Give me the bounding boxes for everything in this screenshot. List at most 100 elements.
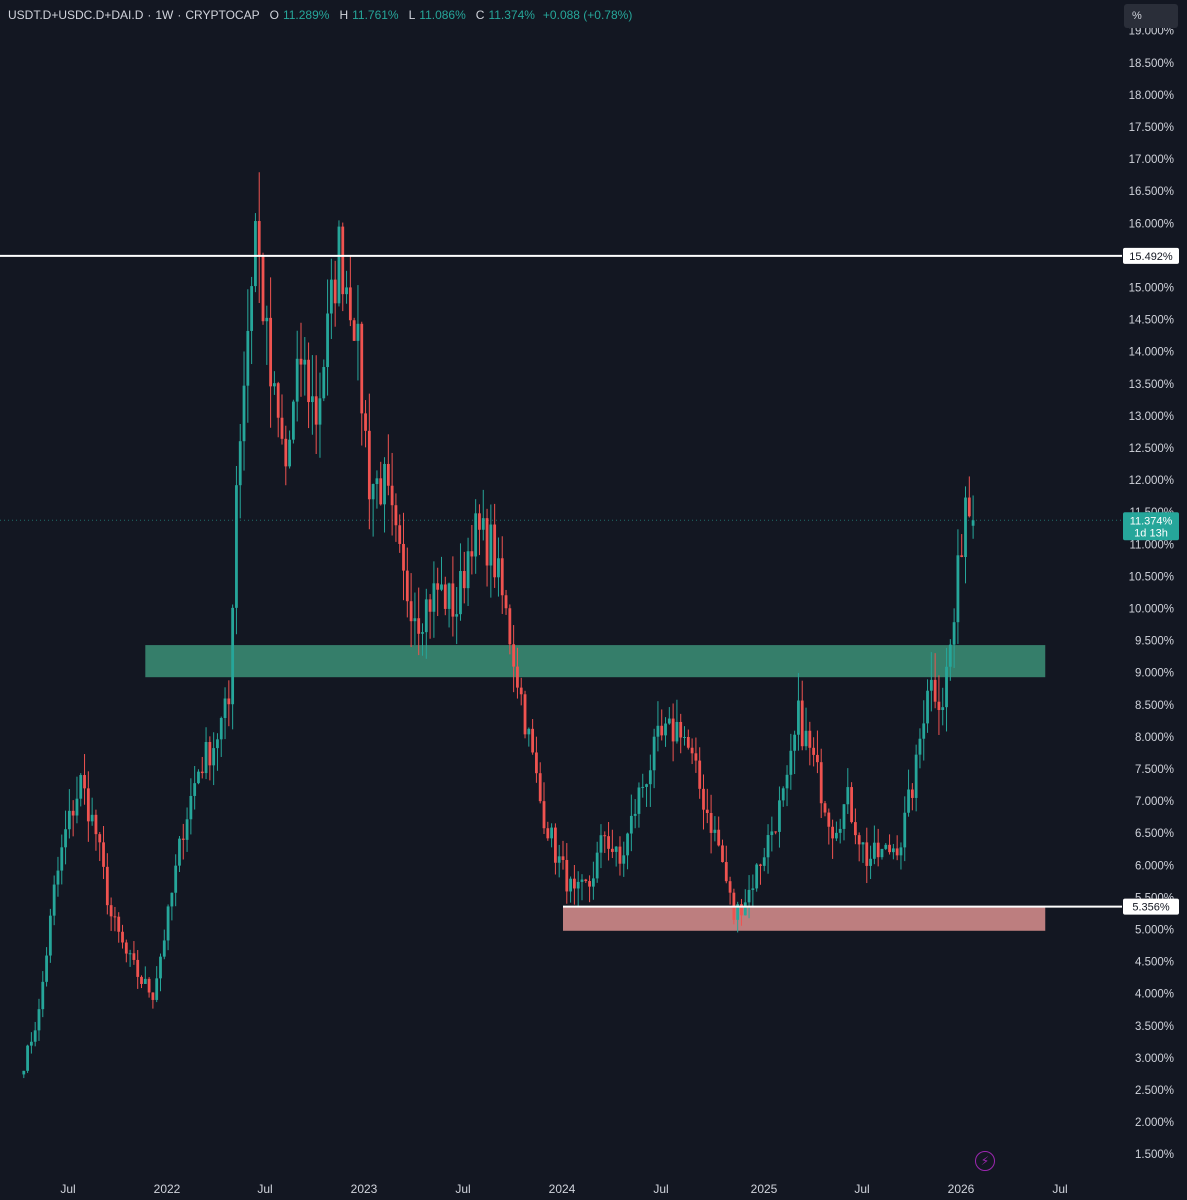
candle[interactable]	[595, 841, 599, 883]
price-scale[interactable]: 19.000% 18.500% 18.000% 17.500% 17.000% 16.50…	[1122, 0, 1187, 1200]
candle[interactable]	[254, 213, 257, 293]
candle[interactable]	[155, 966, 159, 1003]
candle[interactable]	[440, 556, 443, 592]
candle[interactable]	[33, 1021, 37, 1047]
candle[interactable]	[432, 561, 436, 638]
candle[interactable]	[637, 782, 641, 828]
candle[interactable]	[140, 975, 143, 989]
candle[interactable]	[622, 841, 626, 877]
candle[interactable]	[246, 289, 250, 423]
candle[interactable]	[64, 810, 67, 865]
candle[interactable]	[781, 786, 785, 807]
candle[interactable]	[41, 971, 45, 1018]
candle[interactable]	[227, 680, 231, 727]
candle[interactable]	[523, 690, 527, 739]
candle[interactable]	[823, 800, 827, 817]
candle[interactable]	[174, 854, 178, 907]
candle[interactable]	[812, 737, 816, 767]
support-zone[interactable]	[563, 906, 1046, 931]
candle[interactable]	[808, 721, 812, 766]
interval-label[interactable]: 1W	[155, 8, 174, 22]
candle[interactable]	[774, 831, 778, 835]
candle[interactable]	[356, 285, 360, 381]
candle[interactable]	[683, 726, 686, 746]
candle[interactable]	[295, 330, 299, 422]
candle[interactable]	[310, 355, 314, 435]
candle[interactable]	[348, 256, 352, 327]
candle[interactable]	[804, 707, 808, 751]
candle[interactable]	[891, 843, 895, 860]
candle[interactable]	[474, 499, 478, 574]
candle[interactable]	[895, 835, 899, 861]
candle[interactable]	[607, 822, 610, 861]
candle[interactable]	[223, 687, 227, 740]
candle[interactable]	[60, 834, 64, 885]
candle[interactable]	[914, 744, 918, 812]
candle[interactable]	[204, 727, 208, 780]
candle[interactable]	[307, 342, 310, 429]
candle[interactable]	[853, 808, 857, 845]
candle[interactable]	[679, 713, 683, 754]
candle[interactable]	[740, 898, 743, 926]
candle[interactable]	[75, 776, 79, 824]
candle[interactable]	[273, 371, 276, 395]
candle[interactable]	[291, 399, 295, 444]
candle[interactable]	[964, 486, 967, 584]
candle[interactable]	[857, 832, 861, 862]
candle[interactable]	[22, 1070, 26, 1079]
candle[interactable]	[664, 717, 667, 747]
candle[interactable]	[705, 788, 709, 824]
candle[interactable]	[721, 839, 724, 863]
candle[interactable]	[500, 536, 504, 614]
candle[interactable]	[762, 847, 766, 872]
candle[interactable]	[694, 737, 698, 773]
candle[interactable]	[212, 732, 216, 786]
candle[interactable]	[759, 863, 762, 885]
candle[interactable]	[322, 359, 326, 402]
candle[interactable]	[675, 699, 679, 744]
candle[interactable]	[466, 537, 470, 606]
candle[interactable]	[288, 430, 291, 469]
candle[interactable]	[83, 754, 86, 805]
candle[interactable]	[493, 503, 497, 588]
candle[interactable]	[345, 270, 348, 304]
candle[interactable]	[831, 819, 835, 859]
candle[interactable]	[785, 765, 789, 807]
candle[interactable]	[447, 582, 451, 628]
candle[interactable]	[421, 623, 424, 656]
candle[interactable]	[648, 754, 652, 807]
candle[interactable]	[367, 393, 371, 530]
candle[interactable]	[113, 906, 117, 932]
candle[interactable]	[52, 875, 56, 926]
candle[interactable]	[888, 834, 891, 855]
candle[interactable]	[105, 853, 109, 915]
candle[interactable]	[299, 322, 303, 397]
candle[interactable]	[314, 355, 318, 455]
candle[interactable]	[341, 222, 345, 312]
candle[interactable]	[424, 588, 428, 659]
candle[interactable]	[398, 514, 402, 553]
candle[interactable]	[462, 551, 466, 604]
candle[interactable]	[838, 818, 842, 844]
candle[interactable]	[690, 738, 694, 765]
candle[interactable]	[516, 647, 519, 699]
candle[interactable]	[842, 803, 846, 841]
candle[interactable]	[181, 823, 185, 860]
candle[interactable]	[519, 677, 523, 706]
candle[interactable]	[903, 796, 907, 862]
candle[interactable]	[280, 394, 284, 445]
candle[interactable]	[102, 826, 105, 880]
candle[interactable]	[485, 508, 489, 587]
candle[interactable]	[409, 573, 413, 647]
candle[interactable]	[535, 736, 538, 783]
candle[interactable]	[329, 258, 333, 340]
candle[interactable]	[269, 277, 273, 428]
candle[interactable]	[884, 843, 888, 851]
candle[interactable]	[835, 821, 838, 842]
candle[interactable]	[481, 489, 485, 541]
candle[interactable]	[489, 504, 493, 598]
candle[interactable]	[603, 831, 607, 853]
candle[interactable]	[554, 823, 557, 875]
candle[interactable]	[614, 846, 618, 867]
